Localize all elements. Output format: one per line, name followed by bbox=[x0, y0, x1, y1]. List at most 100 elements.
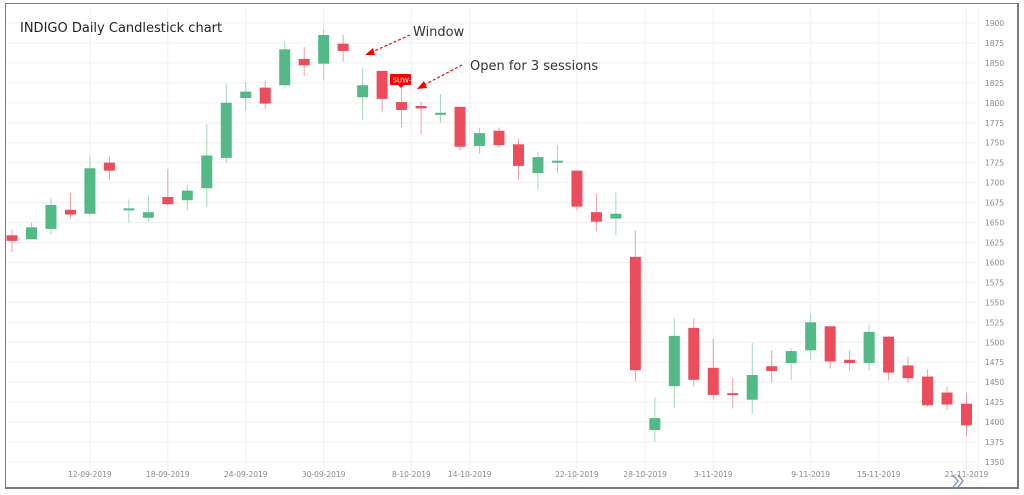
candle[interactable] bbox=[103, 156, 115, 181]
candle[interactable] bbox=[512, 138, 524, 181]
candle[interactable] bbox=[201, 124, 213, 208]
candle[interactable] bbox=[883, 335, 895, 381]
chart-title: INDIGO Daily Candlestick chart bbox=[20, 21, 222, 36]
y-tick-label: 1800 bbox=[985, 99, 1004, 108]
candle[interactable] bbox=[766, 350, 778, 383]
candle[interactable] bbox=[922, 369, 934, 407]
candle[interactable] bbox=[649, 397, 661, 443]
y-tick-label: 1900 bbox=[985, 19, 1004, 28]
candle[interactable] bbox=[123, 199, 135, 223]
candle[interactable] bbox=[688, 318, 700, 387]
suw-badge: SUW- bbox=[390, 74, 412, 88]
candle[interactable] bbox=[707, 339, 719, 400]
x-tick-label: 3-11-2019 bbox=[694, 470, 733, 479]
candle[interactable] bbox=[493, 127, 505, 148]
x-tick-label: 8-10-2019 bbox=[392, 470, 431, 479]
candle[interactable] bbox=[337, 34, 349, 62]
candle[interactable] bbox=[84, 156, 96, 216]
y-tick-label: 1425 bbox=[985, 398, 1004, 407]
candle[interactable] bbox=[941, 386, 953, 411]
y-tick-label: 1850 bbox=[985, 59, 1004, 68]
candle[interactable] bbox=[298, 46, 310, 76]
x-tick-label: 15-11-2019 bbox=[857, 470, 901, 479]
chart-frame bbox=[5, 3, 1019, 489]
arrow-head-icon bbox=[365, 48, 375, 55]
candle[interactable] bbox=[376, 70, 388, 113]
candle[interactable] bbox=[25, 222, 37, 240]
candle[interactable] bbox=[259, 80, 271, 110]
candle[interactable] bbox=[240, 82, 252, 111]
candle[interactable] bbox=[357, 67, 369, 121]
candle[interactable] bbox=[181, 185, 193, 211]
candle[interactable] bbox=[824, 326, 836, 369]
candle[interactable] bbox=[610, 192, 622, 236]
x-tick-label: 9-11-2019 bbox=[791, 470, 830, 479]
suw-badge-text: SUW- bbox=[393, 77, 412, 85]
candle[interactable] bbox=[474, 128, 486, 154]
x-tick-label: 24-09-2019 bbox=[224, 470, 268, 479]
candle[interactable] bbox=[785, 348, 797, 380]
candle[interactable] bbox=[415, 102, 427, 135]
y-tick-label: 1575 bbox=[985, 278, 1004, 287]
candle[interactable] bbox=[551, 145, 563, 174]
y-tick-label: 1750 bbox=[985, 139, 1004, 148]
candle[interactable] bbox=[668, 318, 680, 408]
candles bbox=[6, 28, 973, 443]
y-tick-label: 1875 bbox=[985, 39, 1004, 48]
x-tick-label: 21-11-2019 bbox=[945, 470, 989, 479]
window-label: Window bbox=[413, 25, 465, 40]
window-arrow-line bbox=[371, 34, 411, 53]
candle[interactable] bbox=[629, 230, 641, 382]
y-tick-label: 1725 bbox=[985, 159, 1004, 168]
candle[interactable] bbox=[532, 152, 544, 190]
candle[interactable] bbox=[220, 84, 232, 163]
x-tick-label: 22-10-2019 bbox=[555, 470, 599, 479]
y-tick-label: 1825 bbox=[985, 79, 1004, 88]
x-tick-label: 30-09-2019 bbox=[302, 470, 346, 479]
y-tick-label: 1625 bbox=[985, 239, 1004, 248]
x-tick-label: 18-09-2019 bbox=[146, 470, 190, 479]
grid bbox=[6, 8, 979, 483]
candle[interactable] bbox=[590, 193, 602, 232]
candle[interactable] bbox=[318, 28, 330, 81]
candle[interactable] bbox=[746, 343, 758, 415]
y-tick-label: 1650 bbox=[985, 219, 1004, 228]
double-chevron-right-icon[interactable] bbox=[952, 474, 964, 488]
open-sessions-label: Open for 3 sessions bbox=[470, 59, 598, 74]
y-tick-label: 1700 bbox=[985, 179, 1004, 188]
candle[interactable] bbox=[162, 169, 174, 206]
candle[interactable] bbox=[902, 356, 914, 383]
arrow-head-icon bbox=[417, 81, 427, 89]
y-tick-label: 1550 bbox=[985, 298, 1004, 307]
candle[interactable] bbox=[844, 350, 856, 372]
y-tick-label: 1350 bbox=[985, 458, 1004, 467]
y-tick-label: 1600 bbox=[985, 258, 1004, 267]
y-tick-label: 1375 bbox=[985, 438, 1004, 447]
candle[interactable] bbox=[454, 106, 466, 151]
scroll-right-button[interactable] bbox=[952, 474, 964, 488]
open-sessions-annotation: Open for 3 sessions bbox=[417, 59, 598, 89]
y-tick-label: 1675 bbox=[985, 199, 1004, 208]
window-annotation: Window bbox=[365, 25, 465, 55]
candle[interactable] bbox=[805, 314, 817, 360]
candle[interactable] bbox=[396, 87, 408, 128]
candle[interactable] bbox=[571, 170, 583, 211]
x-tick-label: 14-10-2019 bbox=[448, 470, 492, 479]
y-tick-label: 1400 bbox=[985, 418, 1004, 427]
candle[interactable] bbox=[279, 41, 291, 88]
candle[interactable] bbox=[142, 195, 154, 222]
open-sessions-arrow-line bbox=[423, 64, 463, 86]
candle[interactable] bbox=[863, 324, 875, 372]
x-tick-label: 28-10-2019 bbox=[623, 470, 667, 479]
candle[interactable] bbox=[64, 193, 76, 219]
candle[interactable] bbox=[961, 392, 973, 437]
candle[interactable] bbox=[45, 197, 57, 235]
candle[interactable] bbox=[435, 94, 447, 123]
candle[interactable] bbox=[727, 378, 739, 409]
y-tick-label: 1500 bbox=[985, 338, 1004, 347]
y-axis: 1900 1875 1850 1825 1800 1775 1750 1725 1700 1675… bbox=[985, 19, 1004, 467]
y-tick-label: 1775 bbox=[985, 119, 1004, 128]
x-axis: 12-09-2019 18-09-2019 24-09-2019 30-09-2019… bbox=[68, 470, 988, 479]
candle[interactable] bbox=[6, 229, 18, 253]
